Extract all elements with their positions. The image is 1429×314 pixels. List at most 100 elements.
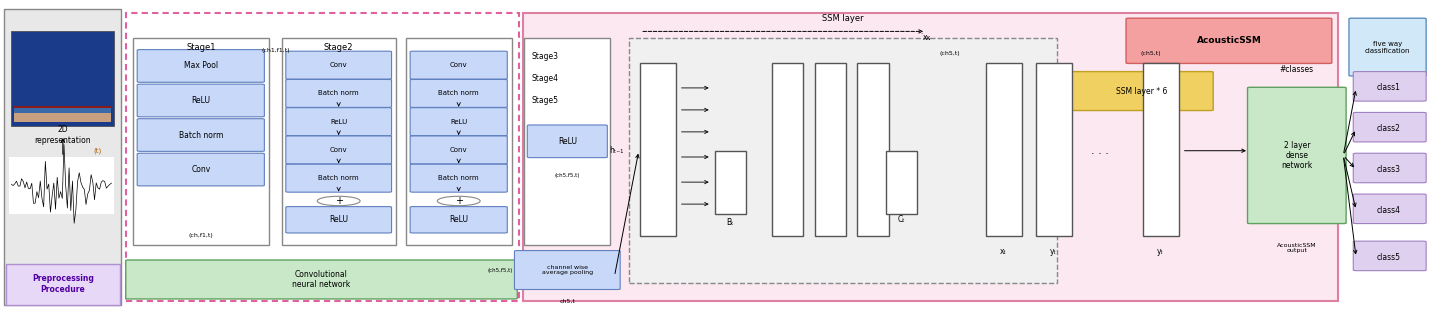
Text: Convolutional
neural network: Convolutional neural network (293, 270, 350, 289)
FancyBboxPatch shape (133, 38, 269, 245)
FancyBboxPatch shape (11, 31, 114, 126)
Text: xᵣ: xᵣ (926, 35, 932, 41)
Text: Conv: Conv (330, 62, 347, 68)
Text: ReLU: ReLU (330, 119, 347, 125)
FancyBboxPatch shape (410, 51, 507, 79)
FancyBboxPatch shape (886, 151, 917, 214)
FancyBboxPatch shape (9, 157, 114, 214)
Text: Batch norm: Batch norm (439, 90, 479, 96)
FancyBboxPatch shape (1353, 194, 1426, 224)
Text: (ch5,f5,t): (ch5,f5,t) (487, 268, 513, 273)
Text: Batch norm: Batch norm (319, 175, 359, 181)
FancyBboxPatch shape (1072, 72, 1213, 111)
Text: 2 layer
dense
network: 2 layer dense network (1282, 141, 1312, 170)
FancyBboxPatch shape (126, 260, 517, 299)
Text: Stage3: Stage3 (532, 52, 559, 61)
Text: Stage1: Stage1 (186, 43, 216, 51)
FancyBboxPatch shape (629, 38, 1057, 283)
FancyBboxPatch shape (4, 9, 121, 305)
FancyBboxPatch shape (857, 63, 889, 236)
Text: ReLU: ReLU (449, 215, 469, 224)
FancyBboxPatch shape (1349, 18, 1426, 76)
FancyBboxPatch shape (1353, 112, 1426, 142)
FancyBboxPatch shape (6, 264, 120, 305)
Text: ReLU: ReLU (557, 137, 577, 146)
Text: Bₜ: Bₜ (726, 219, 735, 227)
Text: hₜ₋₁: hₜ₋₁ (609, 146, 623, 155)
FancyBboxPatch shape (14, 106, 111, 121)
Text: (ch5,t): (ch5,t) (940, 51, 960, 56)
Text: class1: class1 (1378, 84, 1400, 92)
Text: AcousticSSM
output: AcousticSSM output (1278, 243, 1316, 253)
FancyBboxPatch shape (1036, 63, 1072, 236)
Text: Conv: Conv (330, 147, 347, 153)
FancyBboxPatch shape (282, 38, 396, 245)
FancyBboxPatch shape (137, 50, 264, 82)
Text: (ch5,f5,t): (ch5,f5,t) (554, 173, 580, 178)
FancyBboxPatch shape (1353, 72, 1426, 101)
FancyBboxPatch shape (1353, 241, 1426, 271)
Circle shape (437, 196, 480, 206)
FancyBboxPatch shape (1126, 18, 1332, 63)
Text: (ch5,t): (ch5,t) (1140, 51, 1160, 56)
FancyBboxPatch shape (137, 153, 264, 186)
Text: Conv: Conv (191, 165, 210, 174)
Text: yₜ: yₜ (1157, 247, 1163, 256)
FancyBboxPatch shape (772, 63, 803, 236)
Text: five way
classification: five way classification (1365, 41, 1410, 54)
FancyBboxPatch shape (986, 63, 1022, 236)
Text: Max Pool: Max Pool (184, 62, 217, 70)
FancyBboxPatch shape (1353, 153, 1426, 183)
FancyBboxPatch shape (137, 84, 264, 117)
Text: Batch norm: Batch norm (179, 131, 223, 139)
Text: ReLU: ReLU (329, 215, 349, 224)
Text: +: + (334, 196, 343, 206)
Text: Conv: Conv (450, 62, 467, 68)
FancyBboxPatch shape (137, 119, 264, 151)
Text: xₜ: xₜ (1000, 247, 1006, 256)
Text: Cₜ: Cₜ (897, 215, 906, 224)
FancyBboxPatch shape (410, 79, 507, 107)
Text: ReLU: ReLU (191, 96, 210, 105)
Circle shape (317, 196, 360, 206)
Text: Batch norm: Batch norm (319, 90, 359, 96)
Text: Preprocessing
Procedure: Preprocessing Procedure (31, 274, 94, 294)
FancyBboxPatch shape (286, 108, 392, 136)
Text: class2: class2 (1378, 124, 1400, 133)
FancyBboxPatch shape (1143, 63, 1179, 236)
Text: AcousticSSM: AcousticSSM (1196, 36, 1262, 45)
Text: class4: class4 (1378, 206, 1400, 215)
FancyBboxPatch shape (14, 113, 111, 122)
Text: class3: class3 (1378, 165, 1400, 174)
FancyBboxPatch shape (406, 38, 512, 245)
Text: channel wise
average pooling: channel wise average pooling (542, 265, 593, 275)
Text: 2D
representation: 2D representation (34, 125, 91, 145)
Text: ch5,t: ch5,t (559, 299, 576, 304)
FancyBboxPatch shape (410, 164, 507, 192)
Text: Conv: Conv (450, 147, 467, 153)
Text: Stage2: Stage2 (324, 43, 353, 51)
Text: yₜ: yₜ (1050, 247, 1056, 256)
FancyBboxPatch shape (410, 136, 507, 164)
Text: SSM layer * 6: SSM layer * 6 (1116, 87, 1167, 95)
FancyBboxPatch shape (286, 136, 392, 164)
FancyBboxPatch shape (286, 79, 392, 107)
Text: ̇x: ̇x (923, 33, 929, 42)
FancyBboxPatch shape (524, 38, 610, 245)
FancyBboxPatch shape (523, 13, 1338, 301)
FancyBboxPatch shape (714, 151, 746, 214)
FancyBboxPatch shape (14, 108, 111, 121)
Text: Stage5: Stage5 (532, 96, 559, 105)
FancyBboxPatch shape (640, 63, 676, 236)
Text: . . .: . . . (1092, 146, 1109, 156)
FancyBboxPatch shape (410, 108, 507, 136)
Text: class5: class5 (1378, 253, 1400, 262)
Text: (t): (t) (93, 148, 101, 154)
Text: (ch1,f1,t): (ch1,f1,t) (262, 48, 290, 53)
FancyBboxPatch shape (527, 125, 607, 158)
Text: ReLU: ReLU (450, 119, 467, 125)
FancyBboxPatch shape (410, 207, 507, 233)
Text: (ch,f1,t): (ch,f1,t) (189, 233, 213, 238)
FancyBboxPatch shape (286, 164, 392, 192)
FancyBboxPatch shape (815, 63, 846, 236)
